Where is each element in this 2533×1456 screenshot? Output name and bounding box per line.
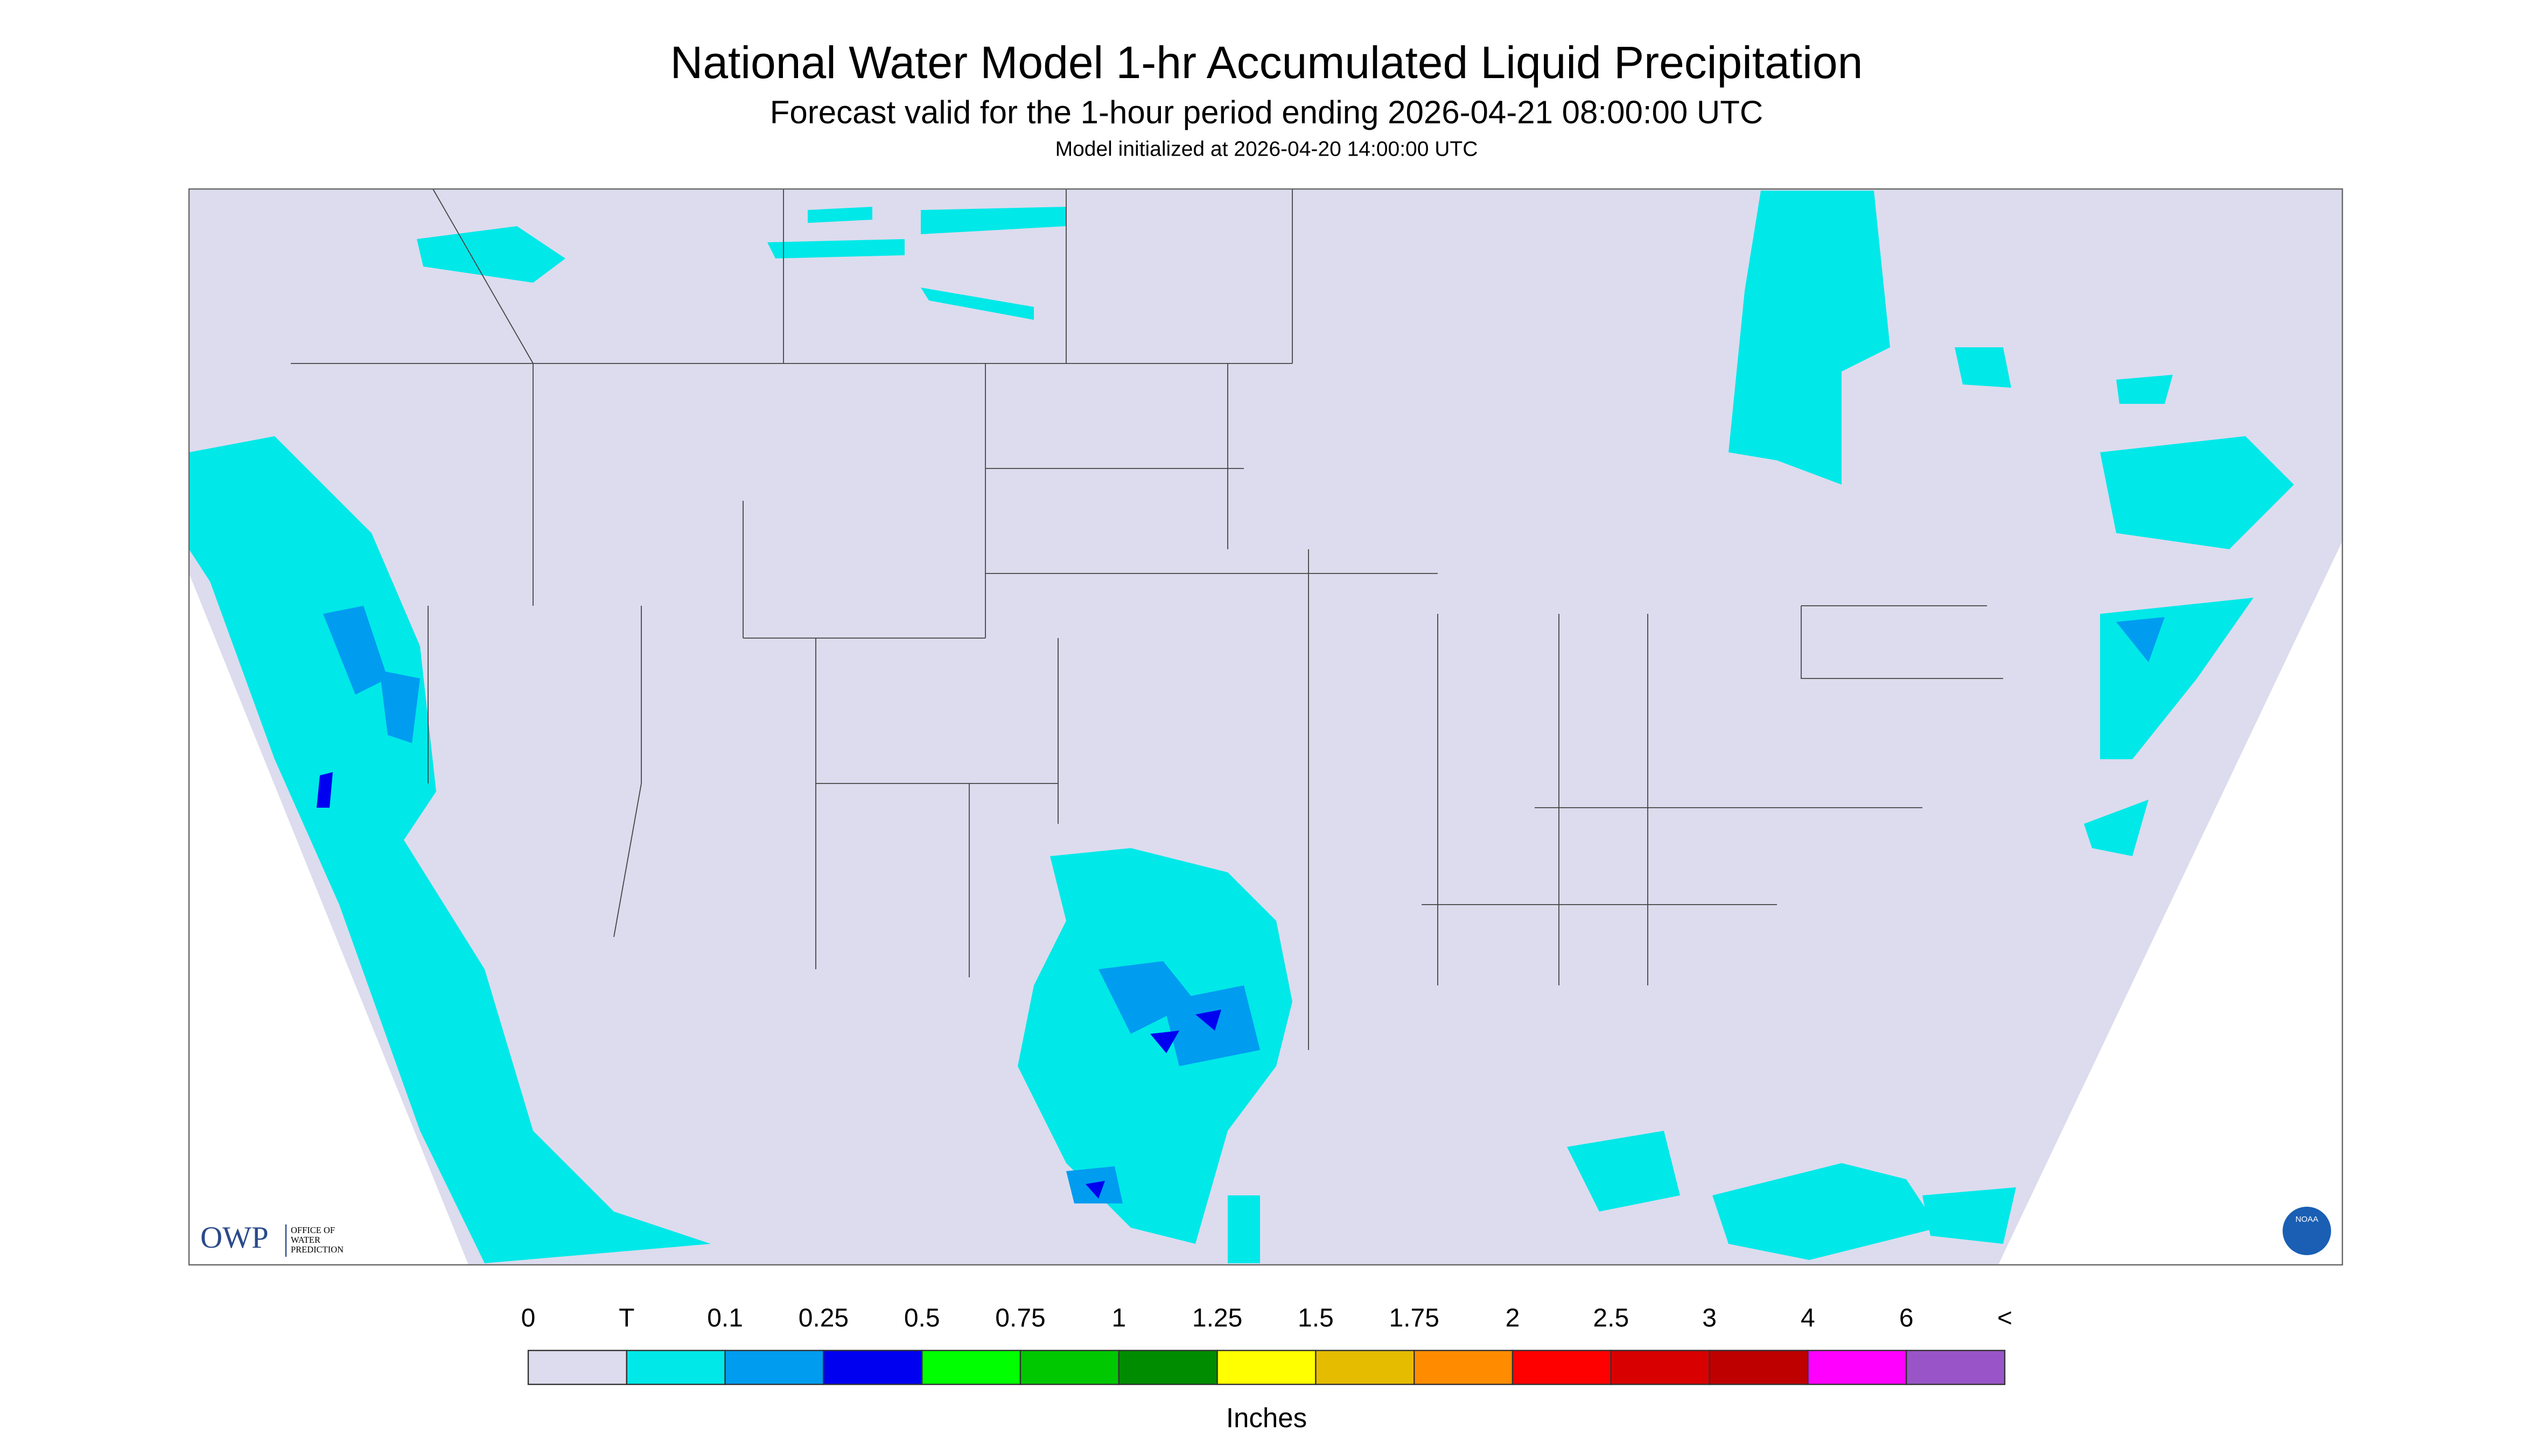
legend-label: 0.75 [995, 1304, 1045, 1333]
noaa-logo-text: NOAA [2296, 1215, 2319, 1224]
subtitle: Forecast valid for the 1-hour period end… [770, 94, 1763, 130]
legend-swatch [1216, 1349, 1317, 1385]
legend-label: 1 [1111, 1304, 1126, 1333]
legend-swatch [1315, 1349, 1415, 1385]
owp-name: OFFICE OF [291, 1225, 335, 1235]
legend-unit: Inches [1226, 1402, 1307, 1433]
legend-label: 0 [521, 1304, 536, 1333]
map-frame [188, 188, 2343, 1266]
legend-label: 1.25 [1192, 1304, 1242, 1333]
legend-label: 0.25 [799, 1304, 849, 1333]
legend-label: T [619, 1304, 634, 1333]
legend-label: 0.5 [904, 1304, 940, 1333]
legend-swatch [1905, 1349, 2006, 1385]
legend-swatch [626, 1349, 726, 1385]
title: National Water Model 1-hr Accumulated Li… [670, 37, 1863, 88]
legend-label: 0.1 [707, 1304, 743, 1333]
legend-label: 2 [1506, 1304, 1520, 1333]
init-time: Model initialized at 2026-04-20 14:00:00… [1055, 137, 1478, 160]
owp-name: WATER [291, 1235, 320, 1245]
legend-label: 6 [1899, 1304, 1914, 1333]
legend-label: 3 [1702, 1304, 1717, 1333]
legend-swatch [1019, 1349, 1120, 1385]
legend-label: 2.5 [1593, 1304, 1629, 1333]
legend-swatch [1610, 1349, 1710, 1385]
precip-trace [189, 191, 2294, 1264]
legend-swatch [1512, 1349, 1612, 1385]
map: OWP OFFICE OF WATER PREDICTION NOAA [188, 188, 2343, 1266]
legend-swatch [1807, 1349, 1907, 1385]
legend-swatch [724, 1349, 824, 1385]
legend-swatch [921, 1349, 1021, 1385]
legend-swatch [1709, 1349, 1809, 1385]
legend-swatch [1414, 1349, 1514, 1385]
owp-name: PREDICTION [291, 1244, 344, 1255]
legend-swatch [1118, 1349, 1218, 1385]
state-borders [291, 188, 2003, 1051]
noaa-logo [2283, 1207, 2331, 1256]
legend-swatch [527, 1349, 628, 1385]
outside-domain [189, 573, 468, 1265]
legend: Inches 0 T 0.1 0.25 0.5 0.75 1 1.25 1.5 1.75 2 2.5 3… [521, 1304, 2012, 1433]
legend-swatch [823, 1349, 923, 1385]
owp-logo: OWP [200, 1221, 269, 1255]
legend-label: 1.5 [1298, 1304, 1334, 1333]
legend-label: 1.75 [1389, 1304, 1439, 1333]
legend-label: < [1997, 1304, 2012, 1333]
outside-domain [1998, 541, 2342, 1265]
precip-light [323, 606, 2165, 1204]
legend-label: 4 [1801, 1304, 1815, 1333]
